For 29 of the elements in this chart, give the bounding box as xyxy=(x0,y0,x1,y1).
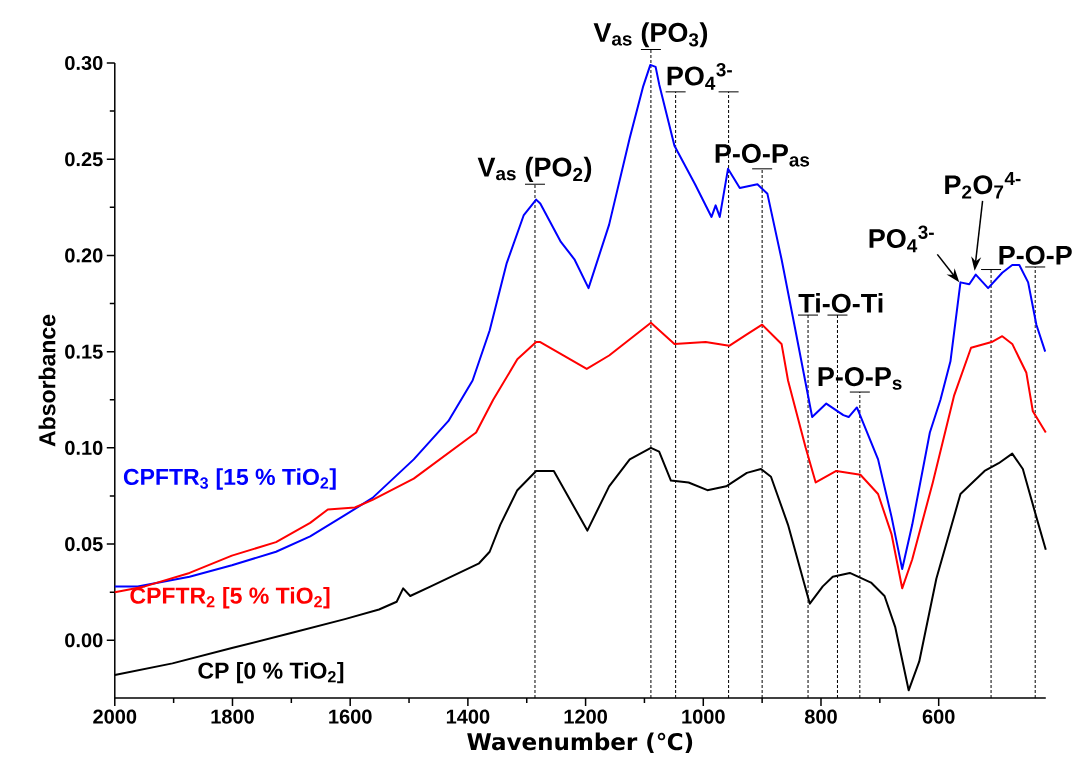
y-tick-label: 0.20 xyxy=(65,248,103,263)
series-label: CPFTR$_{2}$ [5 % TiO$_{2}$] xyxy=(130,586,330,609)
y-axis-title: Absorbance xyxy=(38,314,56,447)
ref-line-label: P-O-P$_{s}$ xyxy=(818,367,902,390)
y-tick-label: 0.15 xyxy=(65,344,103,359)
y-tick-label: 0.00 xyxy=(65,633,103,648)
annotation: PO$_{4}$3- xyxy=(869,225,934,253)
x-tick-label: 2000 xyxy=(93,709,137,724)
x-axis-title: Wavenumber (℃) xyxy=(467,732,693,754)
ref-line-label: V$_{as}$ (PO$_{2}$) xyxy=(477,156,592,183)
y-tick-label: 0.10 xyxy=(65,440,103,455)
ref-line-label: V$_{as}$ (PO$_{3}$) xyxy=(593,22,708,48)
annotation: P$_{2}$O$_{7}$4- xyxy=(945,171,1021,199)
x-tick-label: 1200 xyxy=(564,709,608,724)
x-tick-label: 1800 xyxy=(211,709,254,724)
x-tick-label: 600 xyxy=(922,709,955,724)
x-tick-label: 800 xyxy=(804,709,837,724)
ref-line-label: P-O-P xyxy=(999,245,1072,265)
x-tick-label: 1400 xyxy=(446,709,490,724)
ref-line-label: P-O-P$_{as}$ xyxy=(715,143,810,167)
series-label: CP [0 % TiO$_{2}$] xyxy=(198,661,344,684)
y-tick-label: 0.30 xyxy=(65,55,103,71)
x-tick-label: 1000 xyxy=(682,709,725,724)
y-tick-label: 0.25 xyxy=(65,152,103,167)
y-tick-label: 0.05 xyxy=(65,536,103,552)
series-label: CPFTR$_{3}$ [15 % TiO$_{2}$] xyxy=(123,468,336,490)
ref-line-label: PO$_{4}$3- xyxy=(667,63,732,90)
x-tick-label: 1600 xyxy=(329,709,372,724)
ref-line-label: Ti-O-Ti xyxy=(798,293,883,313)
